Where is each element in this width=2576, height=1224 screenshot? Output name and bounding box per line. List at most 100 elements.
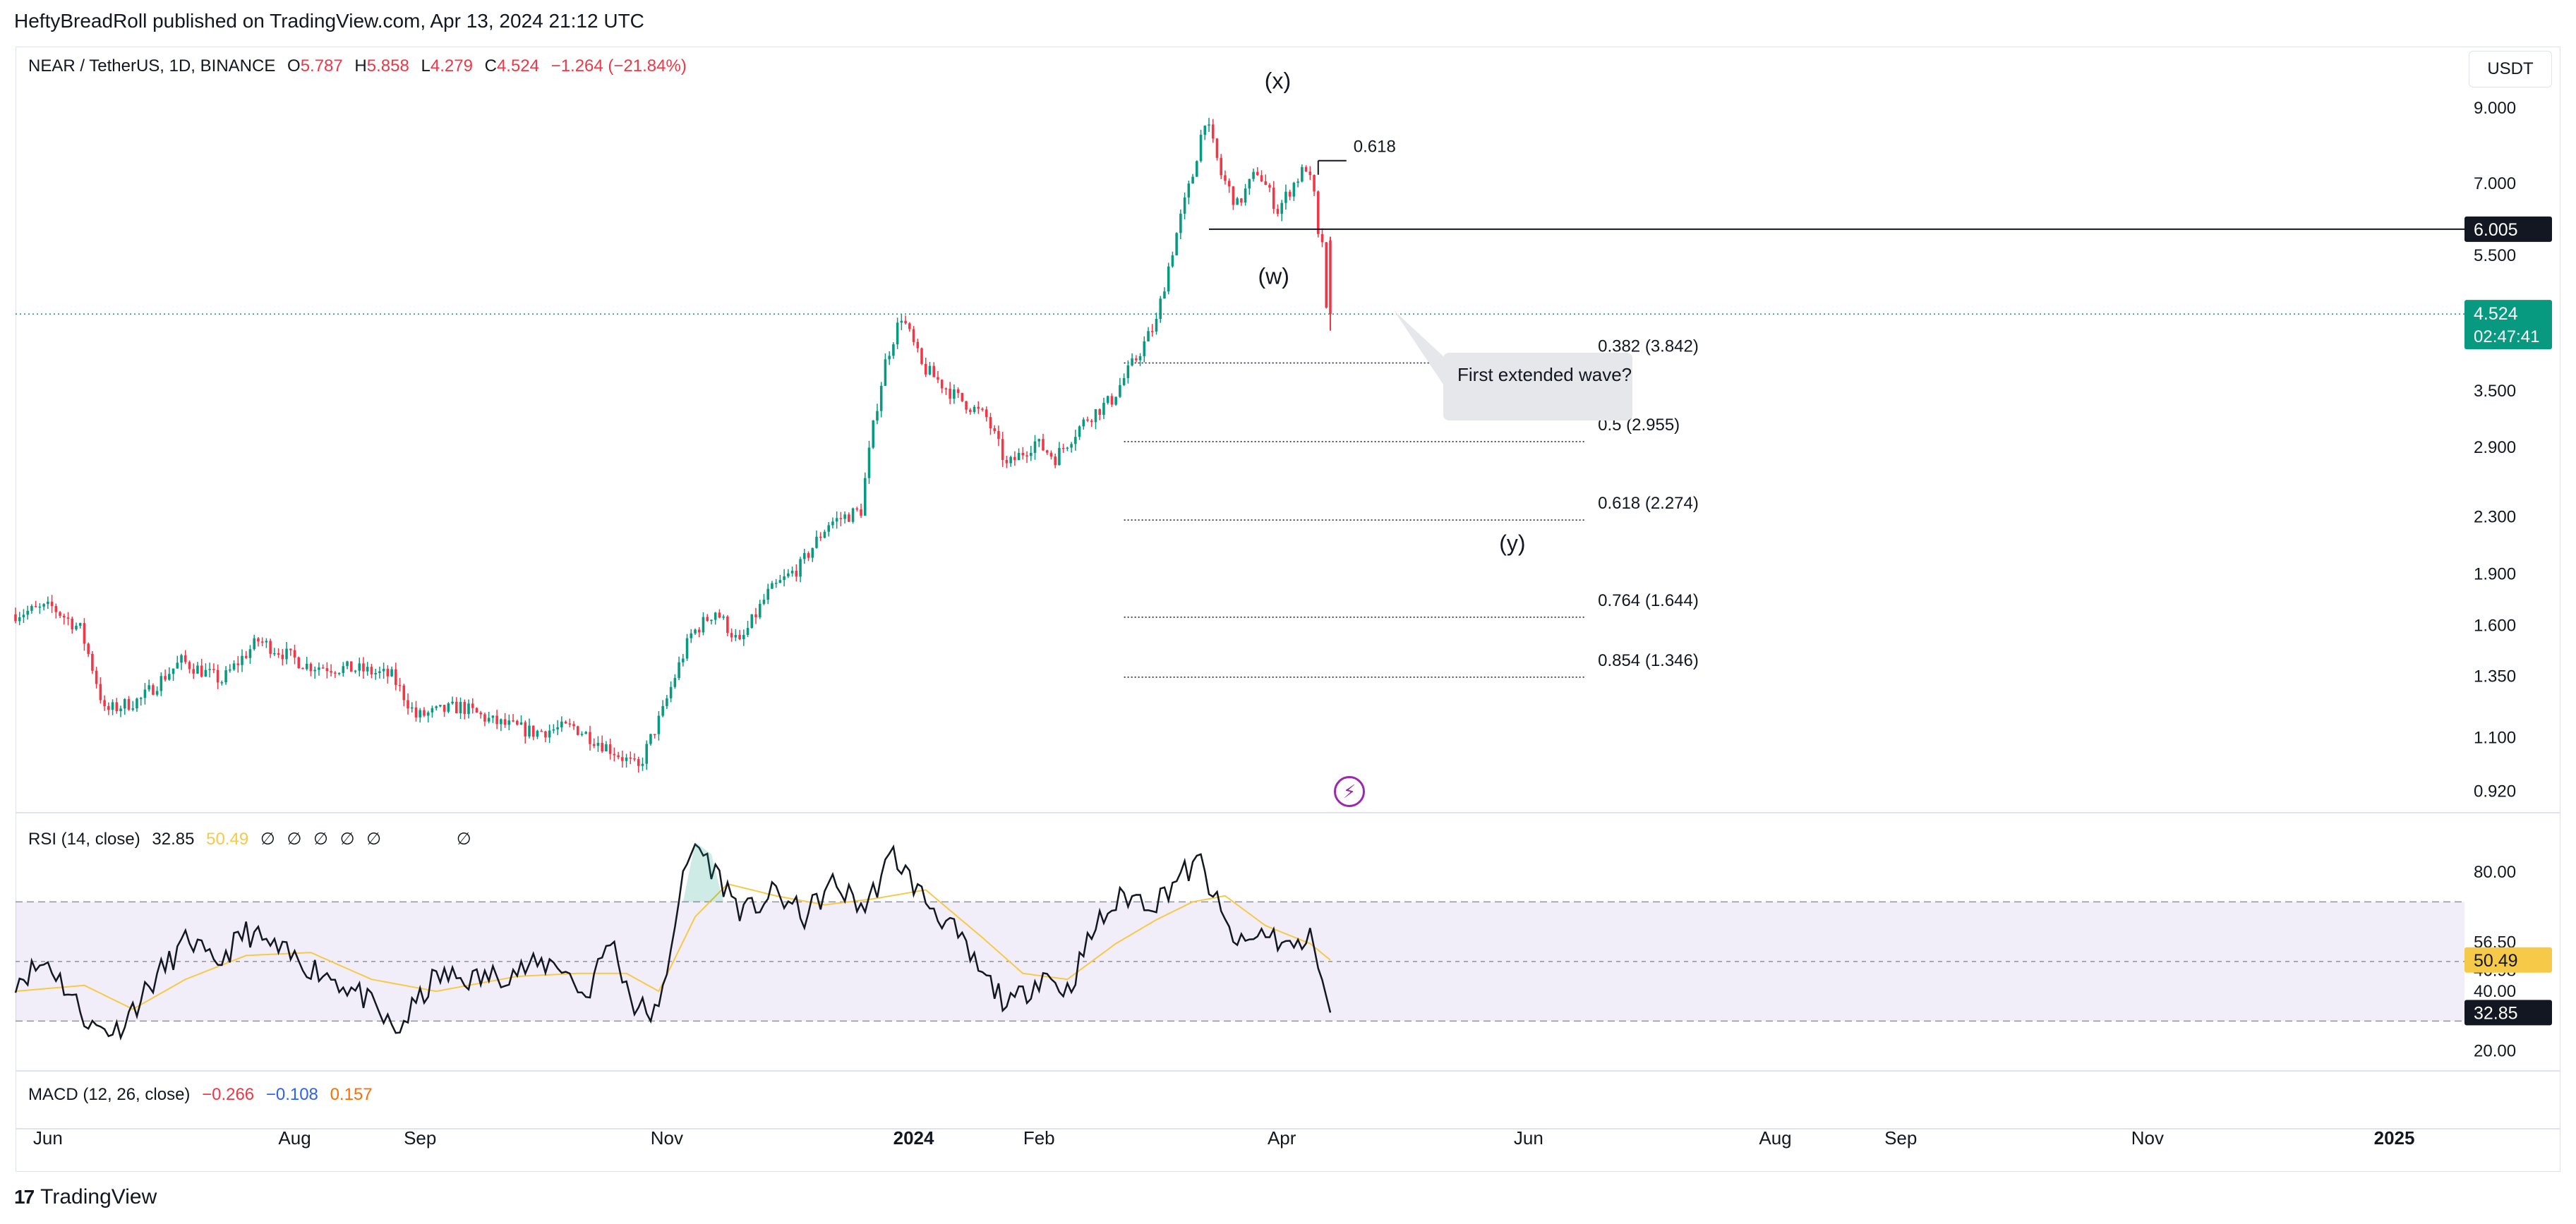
candle-body	[1150, 331, 1154, 332]
candle-body	[1171, 255, 1174, 267]
candle-body	[1119, 384, 1121, 397]
candle-body	[467, 703, 470, 715]
candle-body	[152, 685, 155, 695]
candle-body	[426, 712, 430, 716]
candle-body	[1070, 444, 1073, 448]
candle-body	[1025, 455, 1028, 456]
x-tick-label: Jun	[1514, 1127, 1543, 1149]
candle-body	[823, 531, 826, 538]
candle-body	[483, 714, 486, 722]
candle-body	[726, 616, 729, 634]
candle-body	[1131, 358, 1133, 365]
rsi-ma-value: 50.49	[206, 830, 249, 849]
price-tick-label: 0.920	[2474, 782, 2516, 801]
candle-body	[236, 663, 240, 665]
rsi-overbought-fill	[682, 842, 724, 902]
price-tick-label: 3.500	[2474, 382, 2516, 401]
candle-body	[398, 684, 402, 686]
candle-body	[47, 601, 49, 605]
candle-body	[382, 669, 385, 672]
candle-body	[924, 363, 927, 375]
candle-body	[107, 705, 110, 710]
candle-body	[669, 686, 673, 698]
candle-body-last	[1329, 240, 1332, 315]
candle-body	[14, 614, 17, 622]
candle-body	[273, 653, 276, 655]
candle-body	[63, 615, 66, 618]
candle-body	[835, 518, 838, 522]
rsi-badge	[2464, 1000, 2552, 1026]
candle-body	[160, 676, 163, 691]
candle-body	[1191, 176, 1194, 184]
candle-body	[795, 571, 798, 577]
candle-body	[463, 701, 467, 715]
candle-body	[750, 614, 754, 629]
candle-body	[989, 417, 992, 429]
candle-body	[863, 478, 867, 516]
candle-body	[1122, 377, 1126, 385]
candle-body	[666, 698, 668, 706]
candle-body	[321, 667, 325, 669]
candle-body	[1292, 183, 1296, 197]
candle-body	[188, 662, 191, 669]
candle-body	[912, 329, 915, 342]
lightning-icon[interactable]: ⚡	[1334, 776, 1365, 807]
candle-body	[702, 617, 705, 633]
candle-body	[71, 618, 74, 630]
candle-body	[548, 730, 551, 738]
rsi-badge-label: 32.85	[2474, 1003, 2518, 1023]
candle-body	[766, 588, 769, 600]
candles	[14, 118, 1332, 773]
candle-body	[248, 649, 252, 658]
currency-button[interactable]: USDT	[2469, 51, 2552, 87]
candle-body	[605, 744, 608, 751]
candle-body	[1199, 135, 1203, 162]
x-tick-label: Sep	[404, 1127, 436, 1149]
candle-body	[253, 638, 255, 650]
candle-body	[1058, 447, 1061, 466]
candle-body	[491, 715, 495, 718]
candle-body	[1317, 191, 1320, 234]
candle-body	[139, 698, 143, 699]
candle-body	[18, 617, 21, 622]
x-tick-label: Jun	[33, 1127, 63, 1149]
candle-body	[212, 669, 215, 670]
retrace-marker-label: 0.618	[1354, 138, 1396, 157]
candle-body	[168, 674, 171, 680]
candle-body	[390, 669, 393, 677]
candle-body	[1106, 396, 1109, 403]
candle-body	[1135, 358, 1138, 360]
candle-body	[171, 668, 175, 674]
candle-body	[1061, 447, 1065, 449]
candle-body	[1102, 402, 1105, 415]
candle-body	[1126, 365, 1130, 378]
candle-body	[1110, 396, 1114, 405]
candle-body	[435, 706, 438, 708]
candle-body	[455, 701, 458, 714]
x-tick-label: Aug	[1759, 1127, 1791, 1149]
candle-body	[475, 708, 479, 713]
candle-body	[111, 702, 114, 710]
candle-body	[682, 658, 685, 662]
candle-body	[1308, 171, 1312, 176]
candle-body	[568, 723, 572, 725]
candle-body	[78, 623, 82, 626]
candle-body	[1066, 447, 1069, 449]
candle-body	[746, 628, 750, 636]
candle-body	[1272, 188, 1275, 210]
footer: 17 TradingView	[14, 1182, 157, 1212]
rsi-ma-badge-label: 50.49	[2474, 951, 2518, 971]
candle-body	[641, 763, 644, 766]
candle-body	[414, 707, 418, 717]
candle-body	[851, 508, 855, 522]
candle-body	[1268, 185, 1271, 188]
candle-body	[937, 377, 939, 380]
candle-body	[22, 614, 25, 617]
candle-body	[410, 707, 414, 709]
candle-body	[920, 348, 923, 364]
candle-body	[876, 411, 879, 421]
rsi-placeholder: ∅	[287, 830, 302, 849]
candle-body	[244, 655, 248, 658]
candle-body	[34, 606, 37, 607]
